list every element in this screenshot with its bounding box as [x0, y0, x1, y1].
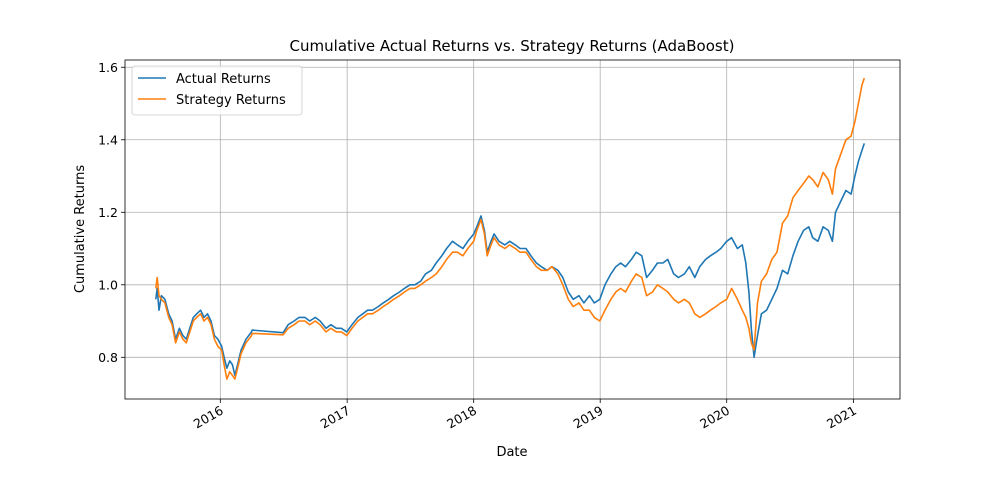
plot-area-frame — [124, 59, 901, 400]
y-tick-label: 1.2 — [98, 205, 118, 220]
y-axis-ticks: 0.8 1.0 1.2 1.4 1.6 — [98, 60, 125, 365]
y-axis-title: Cumulative Returns — [73, 165, 88, 293]
legend-box — [131, 65, 303, 116]
legend-label-actual-returns: Actual Returns — [176, 72, 271, 87]
y-tick-label: 0.8 — [98, 350, 118, 365]
series-line-actual-returns — [155, 143, 866, 377]
series-lines — [155, 77, 866, 380]
legend-label-strategy-returns: Strategy Returns — [176, 93, 286, 108]
y-tick-label: 1.6 — [98, 60, 118, 75]
y-tick-label: 1.0 — [98, 277, 118, 292]
x-axis-title: Date — [496, 445, 527, 460]
series-line-strategy-returns — [155, 77, 866, 380]
legend: Actual Returns Strategy Returns — [131, 65, 303, 116]
y-tick-label: 1.4 — [98, 132, 118, 147]
chart-title: Cumulative Actual Returns vs. Strategy R… — [290, 37, 735, 55]
